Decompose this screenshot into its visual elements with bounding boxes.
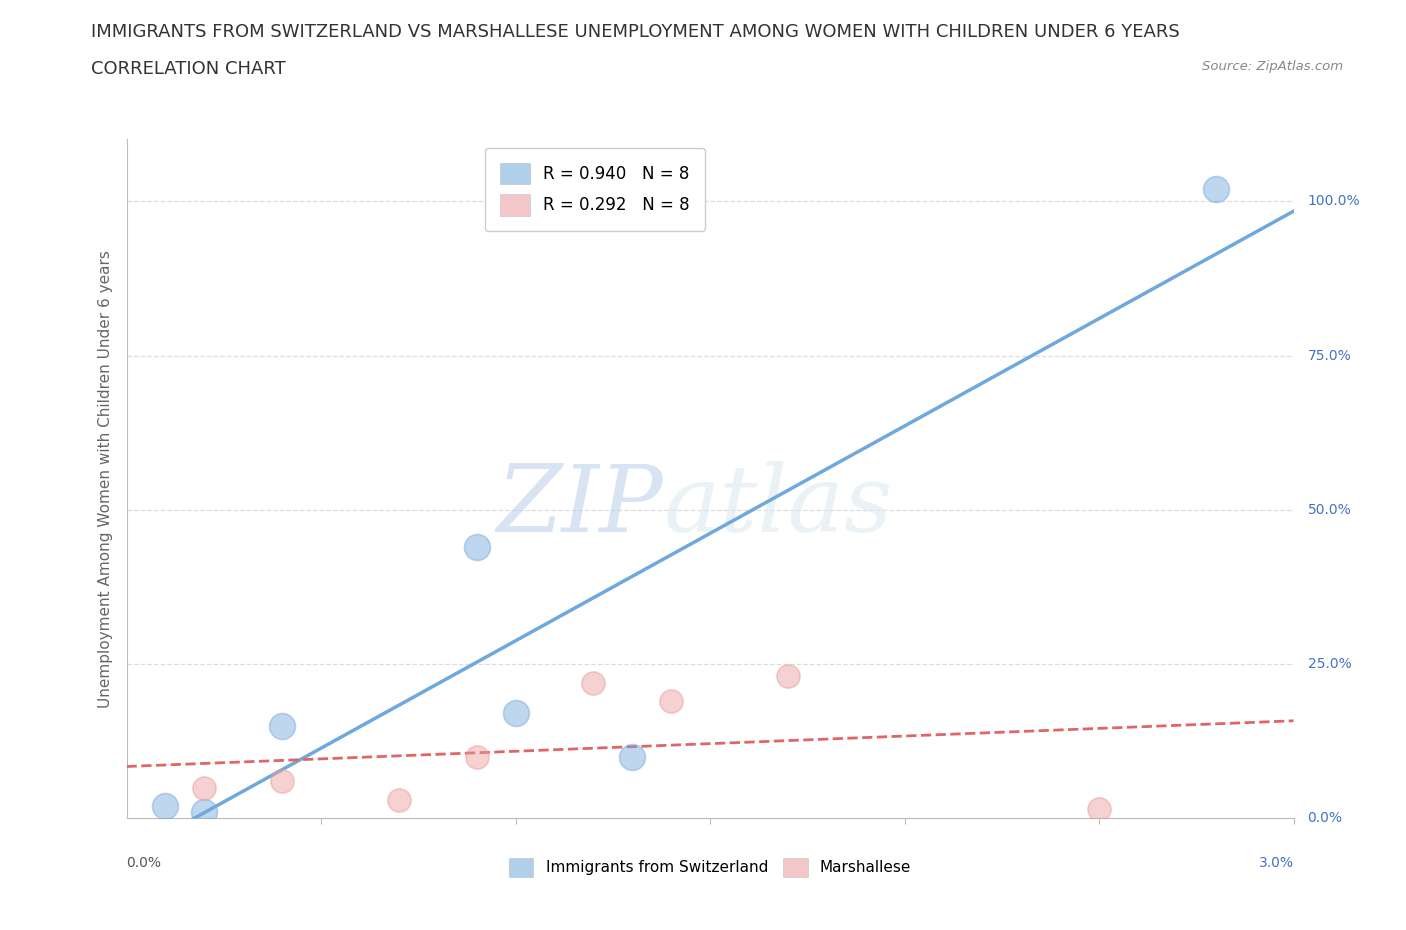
- Text: atlas: atlas: [664, 461, 893, 551]
- Legend: Immigrants from Switzerland, Marshallese: Immigrants from Switzerland, Marshallese: [496, 845, 924, 889]
- Point: [465, 539, 488, 554]
- Point: [659, 694, 682, 709]
- Text: 0.0%: 0.0%: [127, 856, 162, 870]
- Text: 100.0%: 100.0%: [1308, 194, 1360, 208]
- Text: 3.0%: 3.0%: [1258, 856, 1294, 870]
- Point: [776, 669, 799, 684]
- Text: 50.0%: 50.0%: [1308, 503, 1351, 517]
- Point: [465, 750, 488, 764]
- Point: [271, 774, 294, 789]
- Point: [1205, 181, 1227, 196]
- Point: [621, 750, 644, 764]
- Point: [271, 718, 294, 733]
- Text: ZIP: ZIP: [496, 461, 664, 551]
- Text: 0.0%: 0.0%: [1308, 811, 1343, 826]
- Point: [388, 792, 411, 807]
- Text: IMMIGRANTS FROM SWITZERLAND VS MARSHALLESE UNEMPLOYMENT AMONG WOMEN WITH CHILDRE: IMMIGRANTS FROM SWITZERLAND VS MARSHALLE…: [91, 23, 1180, 41]
- Point: [582, 675, 605, 690]
- Point: [155, 799, 177, 814]
- Text: 25.0%: 25.0%: [1308, 658, 1351, 671]
- Text: 75.0%: 75.0%: [1308, 349, 1351, 363]
- Text: CORRELATION CHART: CORRELATION CHART: [91, 60, 287, 78]
- Y-axis label: Unemployment Among Women with Children Under 6 years: Unemployment Among Women with Children U…: [97, 250, 112, 708]
- Point: [1088, 802, 1111, 817]
- Point: [505, 706, 527, 721]
- Point: [193, 780, 215, 795]
- Point: [193, 804, 215, 819]
- Text: Source: ZipAtlas.com: Source: ZipAtlas.com: [1202, 60, 1343, 73]
